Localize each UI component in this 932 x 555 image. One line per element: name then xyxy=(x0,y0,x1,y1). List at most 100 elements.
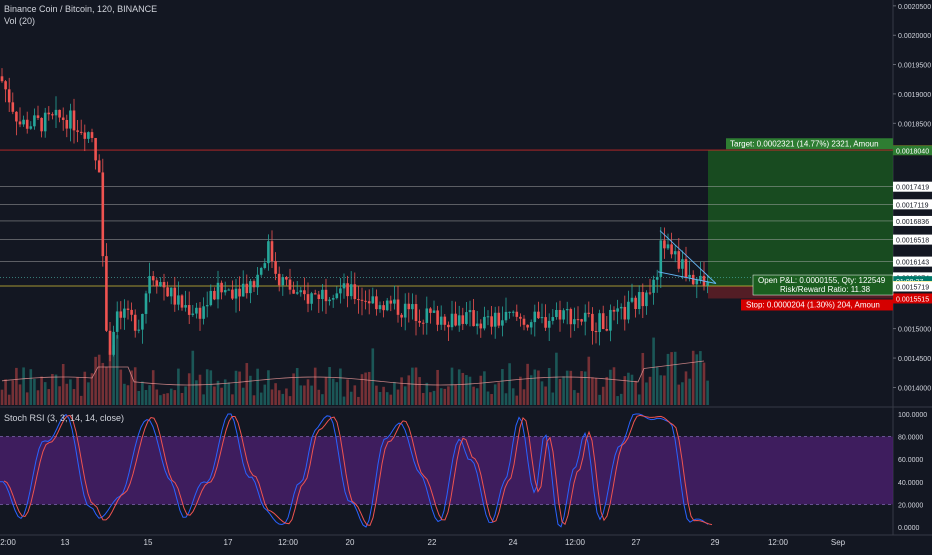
price-tag-bg-3 xyxy=(893,199,932,210)
candle-body-106 xyxy=(382,305,385,311)
candle-body-60 xyxy=(216,282,220,300)
time-tick-12: Sep xyxy=(831,538,846,547)
volume-bar-122 xyxy=(439,388,443,405)
volume-bar-188 xyxy=(677,384,681,405)
volume-bar-109 xyxy=(393,381,396,405)
volume-bar-1 xyxy=(4,379,7,405)
volume-bar-118 xyxy=(425,382,429,405)
volume-bar-175 xyxy=(630,374,634,405)
open-pnl-label-bg xyxy=(752,274,894,296)
rsi-tick-label-1: 80.0000 xyxy=(898,435,923,442)
candle-body-94 xyxy=(339,288,342,294)
candle-body-170 xyxy=(612,309,616,312)
volume-bar-80 xyxy=(288,396,292,405)
volume-bar-116 xyxy=(418,377,421,405)
candle-body-163 xyxy=(587,312,591,314)
volume-bar-151 xyxy=(544,386,547,405)
volume-bar-28 xyxy=(101,362,105,405)
volume-bar-40 xyxy=(144,390,148,405)
volume-bar-92 xyxy=(331,378,335,405)
time-tick-8: 12:00 xyxy=(565,538,586,547)
volume-bar-101 xyxy=(364,372,367,405)
candle-body-87 xyxy=(313,293,317,295)
candle-body-181 xyxy=(652,279,655,293)
volume-bar-146 xyxy=(526,363,529,405)
candle-body-141 xyxy=(508,311,511,313)
volume-bar-193 xyxy=(695,354,699,405)
volume-bar-123 xyxy=(443,388,447,405)
candle-body-138 xyxy=(497,312,501,326)
candle-body-75 xyxy=(270,241,274,262)
volume-bar-50 xyxy=(180,392,184,405)
candle-body-74 xyxy=(267,241,270,264)
candle-body-18 xyxy=(65,120,69,129)
volume-ma-line xyxy=(1,360,705,386)
candle-body-159 xyxy=(573,319,576,325)
candle-body-139 xyxy=(501,320,504,326)
candle-body-160 xyxy=(576,319,580,321)
time-axis[interactable]: 2:00 13 15 17 12:00 20 22 24 12:00 27 29 12:00 Sep xyxy=(0,538,845,547)
volume-bar-6 xyxy=(22,367,25,405)
candle-body-29 xyxy=(105,256,108,331)
volume-bar-140 xyxy=(504,393,508,405)
volume-bar-23 xyxy=(83,371,87,405)
candle-body-25 xyxy=(90,132,94,138)
price-tick-label-1: 0.0020000 xyxy=(898,33,931,40)
volume-bar-75 xyxy=(270,389,274,405)
candle-body-36 xyxy=(130,309,133,315)
candle-body-6 xyxy=(22,119,25,125)
volume-bar-54 xyxy=(195,380,198,405)
price-tag-6: 0.0016143 xyxy=(896,260,929,267)
candle-body-158 xyxy=(569,309,573,325)
volume-bar-52 xyxy=(187,373,191,405)
price-tick-label-0: 0.0020500 xyxy=(898,4,931,11)
candle-body-89 xyxy=(321,289,324,300)
volume-bar-134 xyxy=(483,371,486,405)
volume-bar-72 xyxy=(259,392,263,405)
volume-bar-73 xyxy=(263,384,267,405)
stop-label-bg xyxy=(741,299,893,311)
candle-body-131 xyxy=(472,310,475,327)
volume-bar-150 xyxy=(540,381,544,405)
volume-bar-48 xyxy=(173,390,177,405)
candle-body-35 xyxy=(126,308,130,310)
volume-bar-57 xyxy=(205,369,209,405)
volume-bar-164 xyxy=(591,377,594,405)
volume-bar-156 xyxy=(562,376,565,405)
candle-body-185 xyxy=(666,244,670,249)
volume-bar-64 xyxy=(231,394,234,405)
volume-bar-0 xyxy=(0,389,4,405)
candle-body-166 xyxy=(598,313,601,333)
candle-body-22 xyxy=(79,131,83,133)
candle-body-136 xyxy=(490,316,493,327)
candle-body-81 xyxy=(292,289,295,294)
volume-bar-12 xyxy=(43,382,47,405)
candle-body-102 xyxy=(367,301,371,304)
candle-body-161 xyxy=(580,319,583,322)
candle-body-165 xyxy=(594,330,598,333)
candle-body-184 xyxy=(663,240,666,249)
time-tick-9: 27 xyxy=(632,538,641,547)
candles xyxy=(0,68,709,362)
price-axis[interactable]: 0.0020500 0.0020000 0.0019500 0.0019000 0.00… xyxy=(893,4,931,532)
price-tag-bg-6 xyxy=(893,256,932,267)
candle-body-129 xyxy=(465,312,468,324)
volume-bar-42 xyxy=(151,370,155,405)
candle-body-44 xyxy=(159,282,162,287)
volume-bar-153 xyxy=(551,392,555,405)
volume-bar-62 xyxy=(223,379,227,405)
volume-bar-33 xyxy=(119,369,123,405)
price-tag-bg-5 xyxy=(893,234,932,245)
volume-bar-102 xyxy=(367,371,371,405)
volume-bar-124 xyxy=(447,386,450,405)
price-tick-label-4: 0.0018500 xyxy=(898,121,931,128)
volume-bar-145 xyxy=(522,389,526,405)
price-tag-bg-4 xyxy=(893,215,932,226)
candle-body-152 xyxy=(547,320,551,328)
volume-bar-96 xyxy=(346,379,349,405)
candle-body-53 xyxy=(191,313,195,315)
candle-body-67 xyxy=(241,283,245,297)
volume-bar-90 xyxy=(324,377,328,405)
candle-body-73 xyxy=(263,263,267,268)
